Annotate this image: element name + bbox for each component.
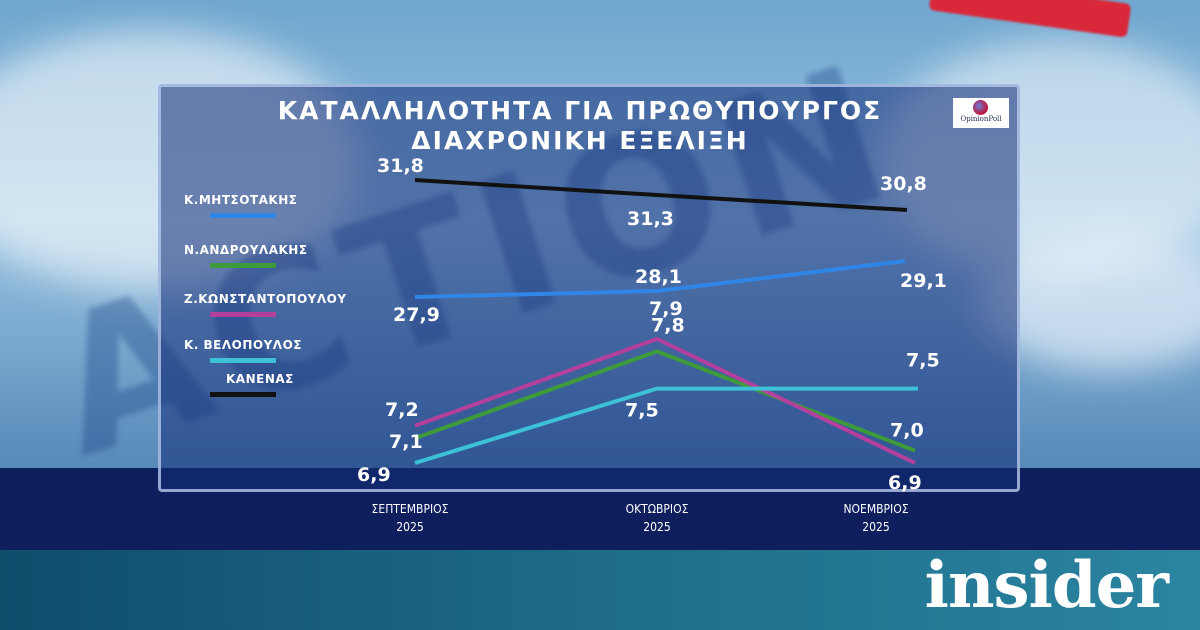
chart-title-line2: ΔΙΑΧΡΟΝΙΚΗ ΕΞΕΛΙΞΗ — [411, 126, 749, 155]
series-line — [414, 178, 908, 212]
data-label: 28,1 — [635, 266, 682, 288]
legend-label: Ν.ΑΝΔΡΟΥΛΑΚΗΣ — [184, 243, 308, 257]
data-label: 29,1 — [900, 270, 947, 292]
legend-label: ΚΑΝΕΝΑΣ — [226, 372, 294, 386]
x-tick-month: ΟΚΤΩΒΡΙΟΣ — [625, 502, 689, 516]
legend-swatch — [210, 358, 276, 363]
pollster-logo-mark — [973, 100, 988, 115]
data-label: 31,8 — [377, 155, 424, 177]
x-tick-year: 2025 — [643, 520, 671, 534]
x-tick-label: ΟΚΤΩΒΡΙΟΣ 2025 — [587, 500, 727, 536]
pollster-logo: OpinionPoll — [953, 98, 1009, 128]
data-label: 7,5 — [906, 350, 940, 372]
legend-label: Κ. ΒΕΛΟΠΟΥΛΟΣ — [184, 338, 302, 352]
x-tick-label: ΣΕΠΤΕΜΒΡΙΟΣ 2025 — [340, 500, 480, 536]
x-tick-label: ΝΟΕΜΒΡΙΟΣ 2025 — [806, 500, 946, 536]
data-label: 30,8 — [880, 173, 927, 195]
legend-swatch — [210, 213, 276, 218]
x-tick-month: ΝΟΕΜΒΡΙΟΣ — [843, 502, 909, 516]
data-label: 7,1 — [389, 431, 423, 453]
x-tick-year: 2025 — [396, 520, 424, 534]
data-label: 7,2 — [385, 399, 419, 421]
chart-title-line1: ΚΑΤΑΛΛΗΛΟΤΗΤΑ ΓΙΑ ΠΡΩΘΥΠΟΥΡΓΟΣ — [277, 96, 883, 125]
data-label: 7,5 — [625, 400, 659, 422]
data-label: 7,0 — [890, 420, 924, 442]
series-line — [414, 349, 916, 453]
x-tick-month: ΣΕΠΤΕΜΒΡΙΟΣ — [371, 502, 449, 516]
series-line — [414, 337, 916, 465]
legend-label: Ζ.ΚΩΝΣΤΑΝΤΟΠΟΥΛΟΥ — [184, 292, 347, 306]
pollster-logo-text: OpinionPoll — [960, 115, 1002, 123]
legend-item: Κ.ΜΗΤΣΟΤΑΚΗΣ — [184, 193, 344, 218]
data-label: 31,3 — [627, 208, 674, 230]
data-label: 7,9 — [649, 298, 683, 320]
series-line — [414, 259, 906, 299]
data-label: 7,8 — [651, 314, 685, 336]
data-label: 27,9 — [393, 304, 440, 326]
legend-swatch — [210, 392, 276, 397]
brand-logo: insider — [924, 548, 1169, 623]
legend-swatch — [210, 263, 276, 268]
data-label: 6,9 — [888, 472, 922, 494]
chart-panel — [158, 84, 1020, 492]
legend-swatch — [210, 312, 276, 317]
legend-item: Ζ.ΚΩΝΣΤΑΝΤΟΠΟΥΛΟΥ — [184, 292, 347, 317]
legend-label: Κ.ΜΗΤΣΟΤΑΚΗΣ — [184, 193, 298, 207]
legend-item: Κ. ΒΕΛΟΠΟΥΛΟΣ — [184, 338, 344, 363]
series-line — [414, 386, 918, 465]
x-tick-year: 2025 — [862, 520, 890, 534]
chart-title: ΚΑΤΑΛΛΗΛΟΤΗΤΑ ΓΙΑ ΠΡΩΘΥΠΟΥΡΓΟΣ ΔΙΑΧΡΟΝΙΚ… — [220, 96, 940, 156]
footer-bar — [0, 550, 1200, 630]
data-label: 6,9 — [357, 464, 391, 486]
legend-item: Ν.ΑΝΔΡΟΥΛΑΚΗΣ — [184, 243, 344, 268]
legend-item: ΚΑΝΕΝΑΣ — [184, 372, 344, 397]
